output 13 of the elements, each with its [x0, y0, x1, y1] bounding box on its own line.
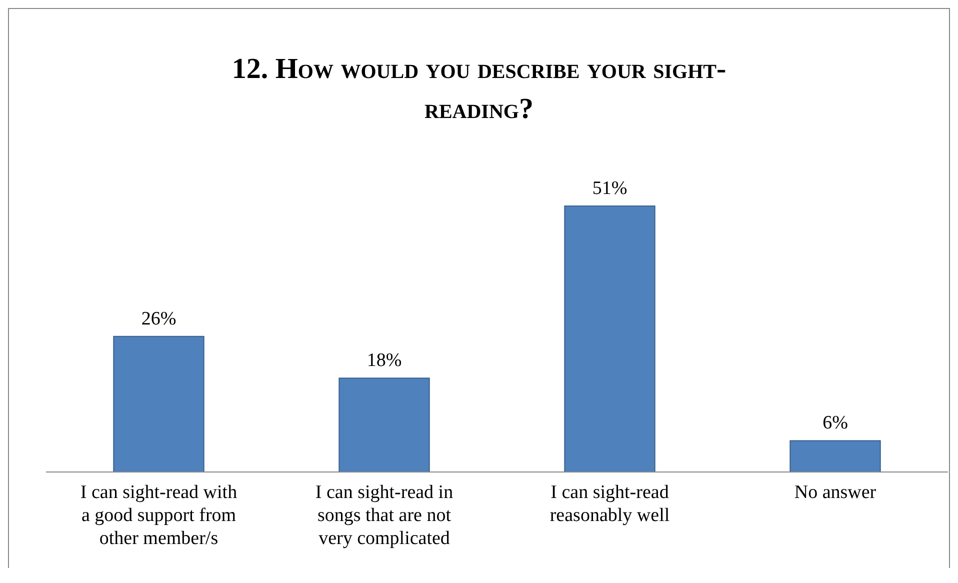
- bar: [338, 378, 430, 472]
- data-label: 6%: [822, 412, 848, 434]
- data-label: 26%: [141, 308, 176, 330]
- x-tick-label: I can sight-read reasonably well: [550, 482, 670, 526]
- x-tick-label: No answer: [794, 482, 877, 503]
- data-label: 51%: [592, 178, 628, 199]
- data-label: 18%: [366, 350, 402, 372]
- bar: [113, 336, 204, 472]
- bar: [790, 440, 881, 472]
- bar: [564, 206, 656, 472]
- chart-title: 12. How would you describe your sight-reading?: [232, 53, 726, 125]
- x-tick-label: I can sight-read with a good support from other member/s: [80, 482, 238, 549]
- x-tick-label: I can sight-read in songs that are not very complicated: [315, 482, 454, 549]
